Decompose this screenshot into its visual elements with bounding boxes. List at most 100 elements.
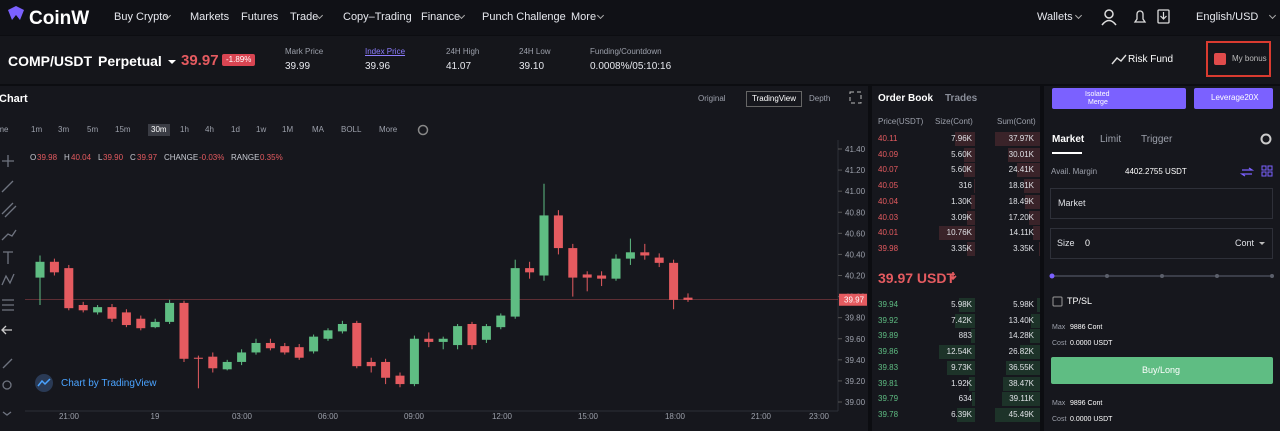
interval-option[interactable]: 3m bbox=[58, 125, 70, 134]
candle-body bbox=[352, 322, 362, 367]
book-price[interactable]: 40.11 bbox=[878, 134, 898, 143]
path-tool[interactable] bbox=[1, 229, 17, 241]
tpsl-checkbox[interactable] bbox=[1052, 296, 1063, 307]
ruler-tool[interactable] bbox=[2, 358, 13, 369]
depth-bar bbox=[1016, 163, 1040, 178]
transfer-icon[interactable] bbox=[1239, 167, 1255, 177]
pattern-tool[interactable] bbox=[1, 273, 15, 286]
interval-option[interactable]: 1M bbox=[282, 125, 294, 134]
interval-option[interactable]: Time bbox=[0, 125, 9, 134]
slider-step[interactable] bbox=[1105, 274, 1109, 278]
nav-item[interactable]: Punch Challenge bbox=[482, 11, 566, 23]
size-unit[interactable]: Cont bbox=[1235, 238, 1255, 248]
calculator-icon[interactable] bbox=[1261, 165, 1273, 177]
order-tab[interactable]: Trigger bbox=[1141, 134, 1173, 145]
y-tick-label: 40.20 bbox=[845, 272, 866, 281]
book-price[interactable]: 39.81 bbox=[878, 378, 899, 388]
nav-item[interactable]: Futures bbox=[241, 11, 279, 23]
book-price[interactable]: 40.01 bbox=[878, 228, 899, 238]
interval-option[interactable]: 1h bbox=[180, 125, 189, 134]
language-menu[interactable]: English/USD bbox=[1196, 11, 1259, 23]
interval-option[interactable]: 15m bbox=[115, 125, 131, 134]
size-input[interactable] bbox=[1050, 228, 1273, 259]
my-bonus[interactable]: My bonus bbox=[1232, 54, 1267, 63]
nav-item[interactable]: More bbox=[571, 11, 597, 23]
channel-tool[interactable] bbox=[1, 202, 17, 218]
tpsl-label[interactable]: TP/SL bbox=[1067, 296, 1093, 306]
nav-item[interactable]: Finance bbox=[421, 11, 461, 23]
x-tick-label: 23:00 bbox=[809, 412, 830, 421]
buy-long-button[interactable] bbox=[1051, 357, 1273, 384]
size-bar bbox=[969, 376, 975, 391]
contract-type[interactable]: Perpetual bbox=[98, 53, 162, 69]
book-price[interactable]: 40.07 bbox=[878, 165, 899, 175]
download-icon[interactable] bbox=[1157, 9, 1170, 24]
fullscreen-icon[interactable] bbox=[849, 91, 862, 104]
risk-fund[interactable]: Risk Fund bbox=[1128, 54, 1174, 65]
trades-tab[interactable]: Trades bbox=[945, 93, 978, 104]
nav-item[interactable]: Trade bbox=[290, 11, 319, 23]
slider-step[interactable] bbox=[1215, 274, 1219, 278]
interval-option[interactable]: MA bbox=[312, 125, 324, 134]
book-price[interactable]: 40.05 bbox=[878, 181, 899, 191]
book-price[interactable]: 40.09 bbox=[878, 149, 899, 159]
nav-item[interactable]: Copy–Trading bbox=[343, 11, 412, 23]
order-tab[interactable]: Market bbox=[1052, 134, 1085, 145]
book-price[interactable]: 40.04 bbox=[878, 196, 899, 206]
candlestick-chart: 41.4041.2041.0040.8040.6040.4040.2040.00… bbox=[25, 140, 867, 421]
nav-item[interactable]: Markets bbox=[190, 11, 230, 23]
book-price[interactable]: 39.78 bbox=[878, 409, 899, 419]
back-tool[interactable] bbox=[1, 325, 12, 335]
chart-view-tab[interactable]: Depth bbox=[809, 94, 831, 103]
book-price[interactable]: 40.03 bbox=[878, 212, 899, 222]
bell-icon[interactable] bbox=[1133, 10, 1147, 23]
unit-caret[interactable] bbox=[1259, 242, 1265, 245]
slider-step[interactable] bbox=[1270, 274, 1274, 278]
column-header: Price(USDT) bbox=[878, 117, 924, 126]
interval-option[interactable]: 4h bbox=[205, 125, 214, 134]
book-price[interactable]: 39.92 bbox=[878, 315, 899, 325]
book-price[interactable]: 39.86 bbox=[878, 347, 899, 357]
book-price[interactable]: 39.98 bbox=[878, 243, 899, 253]
margin-mode-button[interactable] bbox=[1052, 88, 1186, 109]
book-price[interactable]: 39.79 bbox=[878, 394, 899, 404]
book-price[interactable]: 39.89 bbox=[878, 331, 899, 341]
wallets-menu[interactable]: Wallets bbox=[1037, 11, 1073, 23]
zoom-tool[interactable] bbox=[2, 380, 12, 390]
candle-body bbox=[625, 252, 635, 259]
ohlc-key: RANGE bbox=[231, 153, 260, 162]
avail-value: 4402.2755 USDT bbox=[1125, 167, 1187, 176]
order-type-input[interactable] bbox=[1050, 188, 1273, 219]
slider-knob[interactable] bbox=[1049, 273, 1055, 279]
order-book-tab[interactable]: Order Book bbox=[878, 93, 934, 104]
user-icon[interactable] bbox=[1104, 9, 1114, 19]
leverage-button[interactable] bbox=[1194, 88, 1273, 109]
chart-view-tab[interactable]: TradingView bbox=[746, 91, 803, 107]
depth-bar bbox=[1006, 360, 1040, 375]
nav-item[interactable]: Buy Crypto bbox=[114, 11, 169, 23]
trade-settings-icon[interactable] bbox=[1260, 133, 1272, 145]
interval-option[interactable]: 1d bbox=[231, 125, 240, 134]
text-tool[interactable] bbox=[3, 251, 13, 264]
crosshair-tool[interactable] bbox=[2, 155, 14, 167]
candle-body bbox=[553, 215, 563, 249]
more-tools[interactable] bbox=[2, 411, 12, 416]
slider-step[interactable] bbox=[1160, 274, 1164, 278]
interval-option[interactable]: 30m bbox=[148, 124, 170, 136]
interval-option[interactable]: 1m bbox=[31, 125, 43, 134]
line-tool[interactable] bbox=[1, 180, 14, 193]
contract-caret[interactable] bbox=[168, 60, 176, 64]
interval-option[interactable]: More bbox=[379, 125, 398, 134]
interval-option[interactable]: BOLL bbox=[341, 125, 362, 134]
chart-view-tab[interactable]: Original bbox=[698, 94, 726, 103]
depth-bar bbox=[1024, 179, 1040, 194]
fib-tool[interactable] bbox=[2, 299, 14, 311]
interval-option[interactable]: 5m bbox=[87, 125, 99, 134]
settings-icon[interactable] bbox=[417, 124, 429, 136]
interval-option[interactable]: 1w bbox=[256, 125, 267, 134]
book-price[interactable]: 39.83 bbox=[878, 362, 899, 372]
x-tick-label: 21:00 bbox=[59, 412, 80, 421]
bonus-highlight[interactable] bbox=[1206, 41, 1271, 77]
order-tab[interactable]: Limit bbox=[1100, 134, 1122, 145]
book-price[interactable]: 39.94 bbox=[878, 300, 899, 309]
